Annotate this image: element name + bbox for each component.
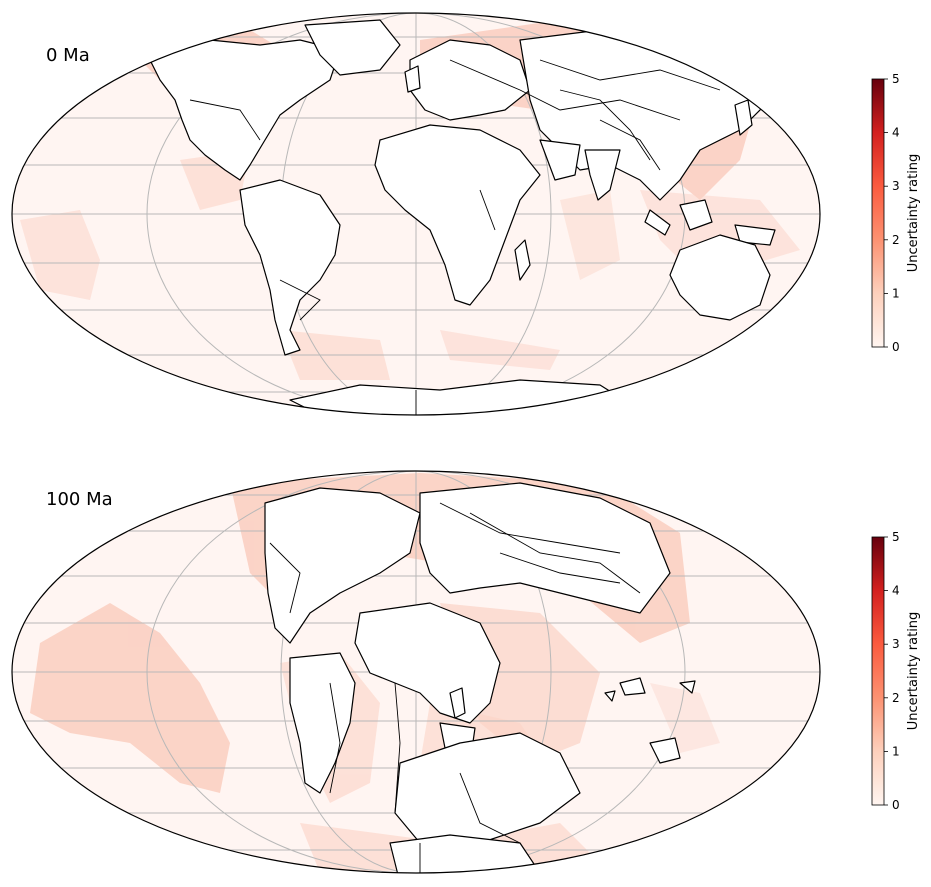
plate-boundaries	[269, 502, 641, 873]
colorbar-tick-0: 0	[892, 798, 900, 812]
colorbar-label: Uncertainty rating	[906, 154, 921, 273]
japan	[734, 99, 753, 136]
sumatra	[644, 209, 671, 236]
plate-boundaries	[189, 59, 721, 415]
new-guinea	[734, 224, 776, 246]
colorbar-ticks	[884, 78, 888, 348]
colorbar-tick-5: 5	[892, 530, 900, 544]
madagascar	[514, 239, 531, 281]
colorbar-tick-4: 4	[892, 584, 900, 598]
colorbar-tick-2: 2	[892, 691, 900, 705]
pacific-island-a	[619, 677, 646, 696]
pacific-island-c	[604, 690, 616, 702]
north-america	[264, 487, 421, 644]
south-america	[239, 179, 341, 356]
pacific-island-b	[679, 680, 696, 694]
map-panel-0ma: 0 Ma 0 1 2 3 4 5 Uncertainty rati	[0, 0, 931, 440]
colorbar-gradient	[871, 536, 885, 806]
colorbar-tick-4: 4	[892, 126, 900, 140]
mollweide-map-0ma	[11, 12, 821, 416]
north-america	[149, 39, 341, 181]
colorbar-tick-5: 5	[892, 72, 900, 86]
colorbar-tick-1: 1	[892, 286, 900, 300]
colorbar-tick-3: 3	[892, 179, 900, 193]
australia	[669, 234, 771, 321]
colorbar: 0 1 2 3 4 5 Uncertainty rating	[871, 530, 921, 812]
colorbar-tick-0: 0	[892, 340, 900, 354]
south-america	[289, 652, 356, 794]
new-zealand	[789, 314, 806, 346]
europe	[409, 39, 531, 121]
antarctica-australia	[394, 732, 581, 844]
greenland	[304, 19, 401, 76]
age-label: 0 Ma	[46, 45, 90, 66]
map-frame	[11, 12, 821, 416]
colorbar-ticks	[884, 536, 888, 806]
colorbar-tick-1: 1	[892, 744, 900, 758]
british-isles	[404, 65, 421, 93]
arabia	[539, 139, 581, 181]
age-label: 100 Ma	[46, 489, 113, 510]
colorbar-tick-2: 2	[892, 233, 900, 247]
india	[584, 149, 621, 201]
mollweide-map-100ma	[11, 470, 821, 874]
colorbar-gradient	[871, 78, 885, 348]
zealandia	[649, 737, 681, 764]
colorbar-tick-3: 3	[892, 637, 900, 651]
map-frame	[11, 470, 821, 874]
colorbar: 0 1 2 3 4 5 Uncertainty rating	[871, 72, 921, 354]
colorbar-label: Uncertainty rating	[906, 612, 921, 731]
map-panel-100ma: 100 Ma 0 1 2 3 4 5 Uncertainty ra	[0, 443, 931, 887]
madagascar	[449, 687, 466, 719]
borneo	[679, 199, 713, 231]
africa	[374, 124, 541, 306]
